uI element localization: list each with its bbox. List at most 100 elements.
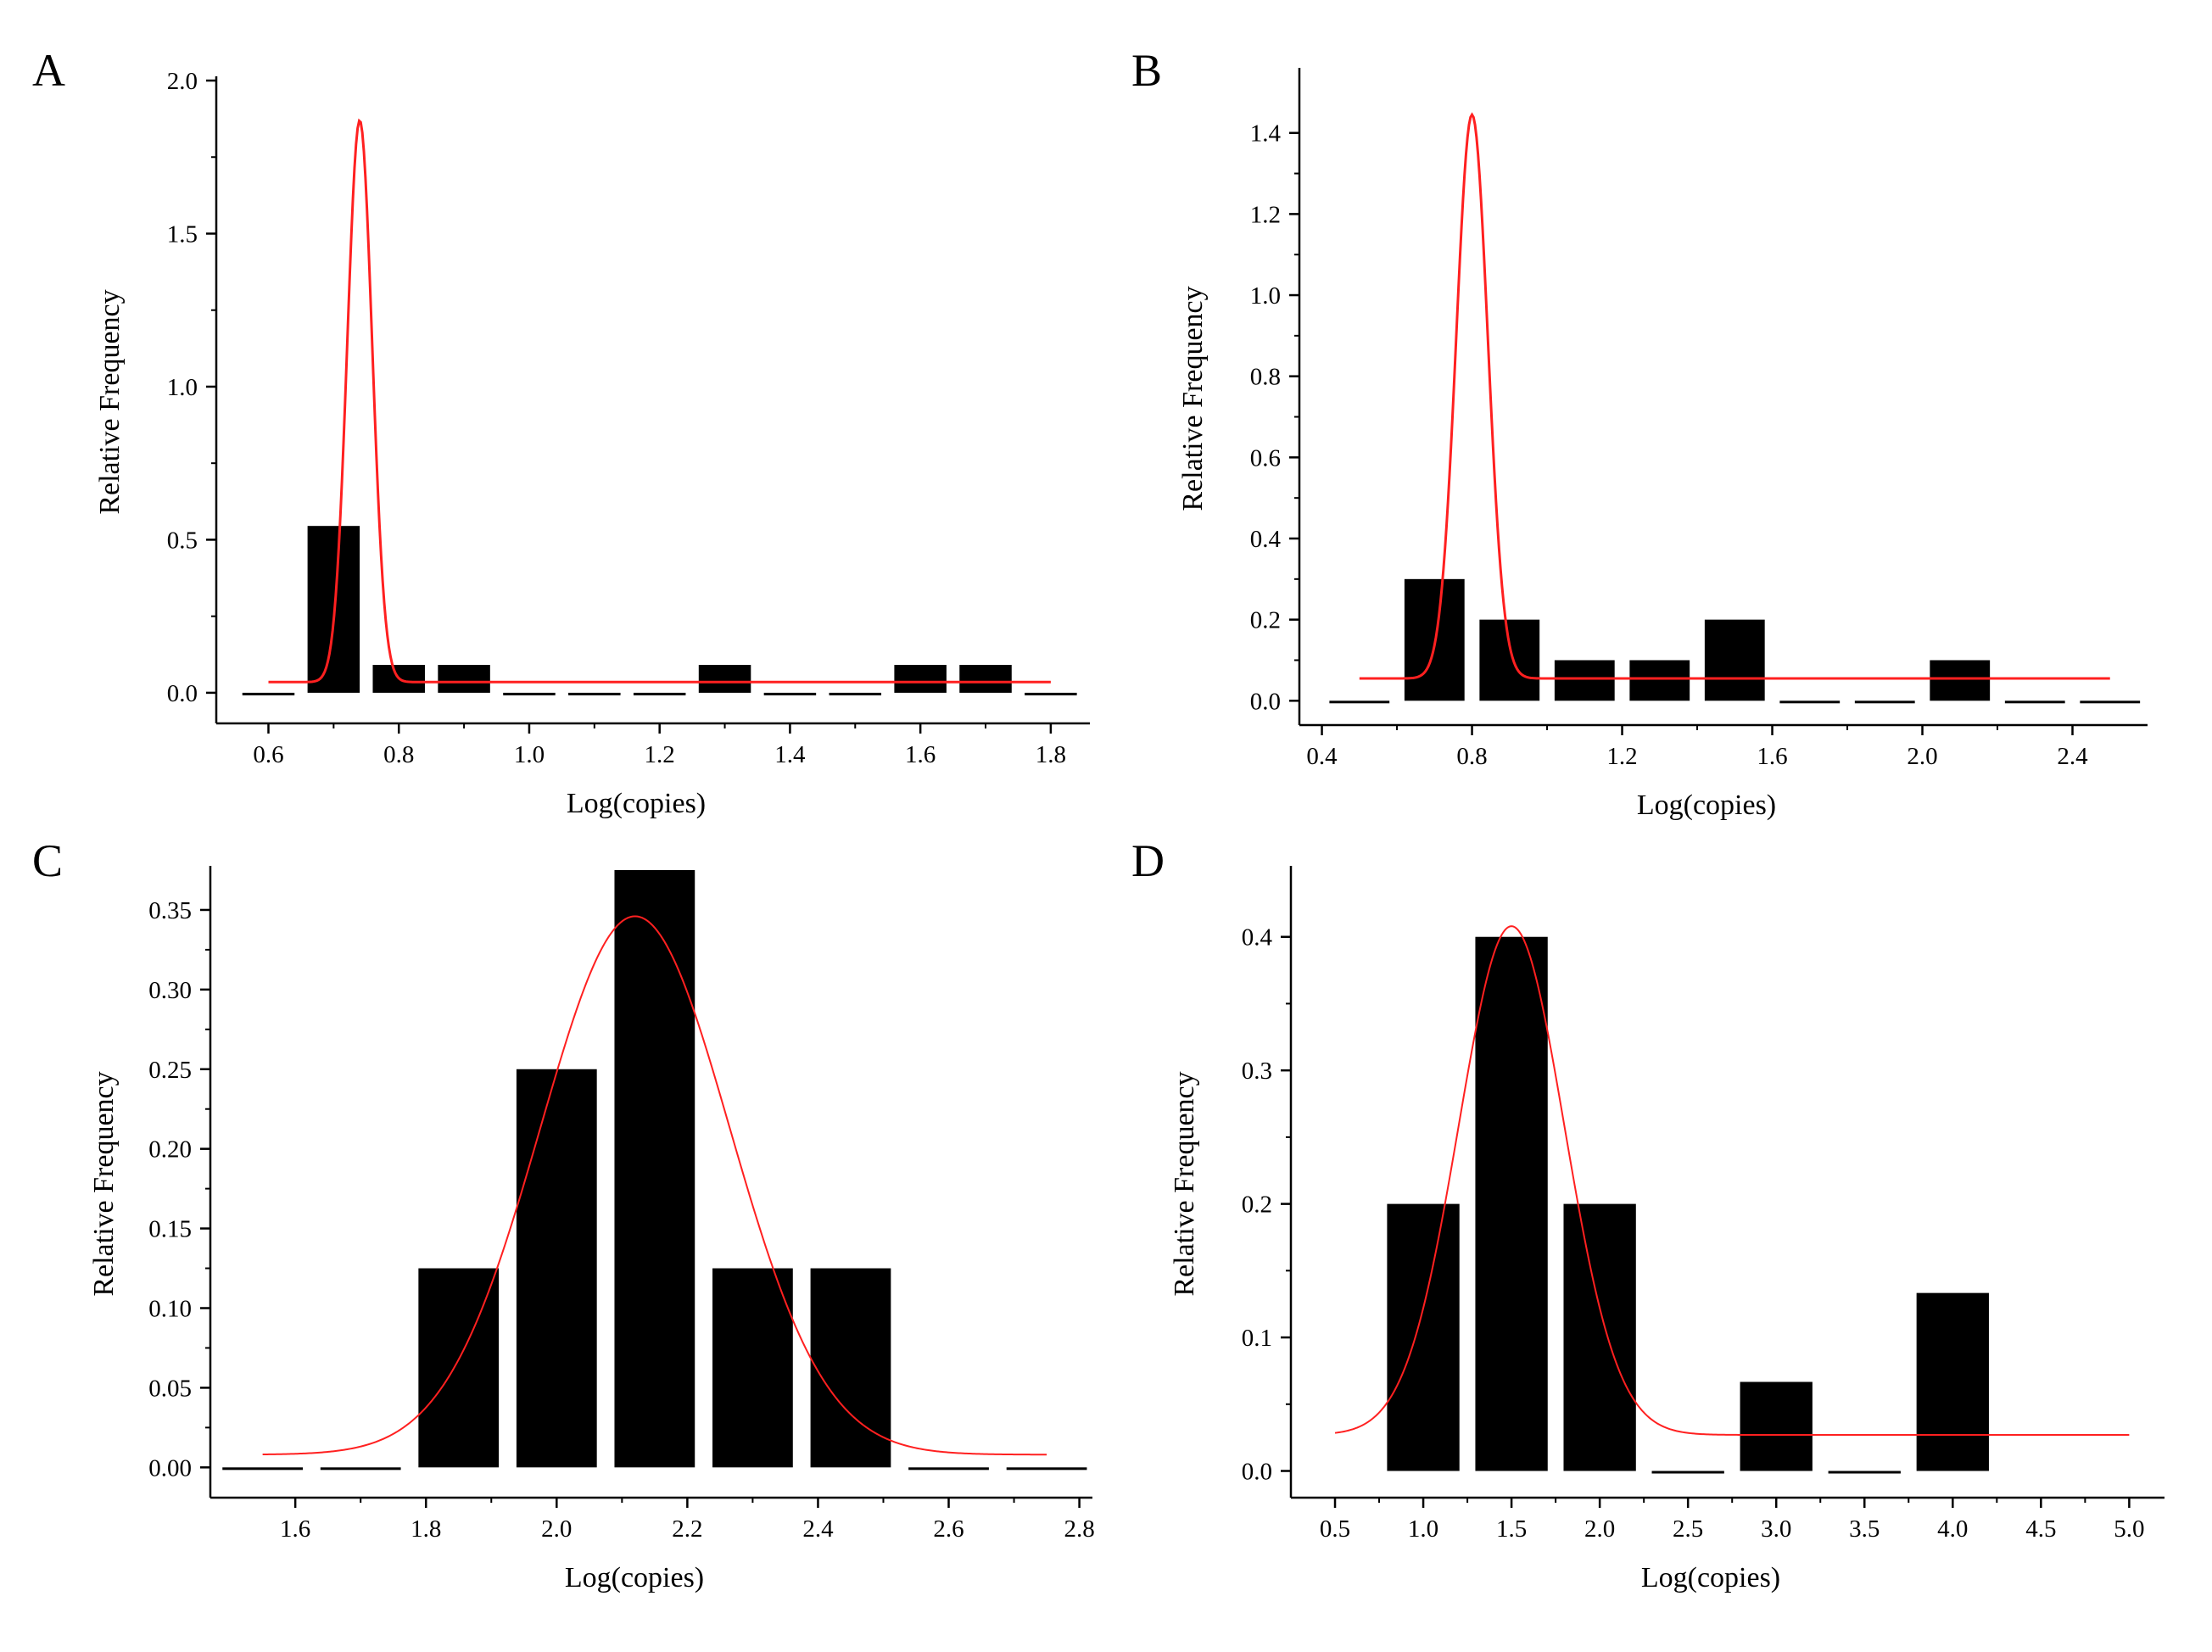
bar — [810, 1268, 891, 1468]
y-tick-label: 0.35 — [148, 897, 192, 924]
bar — [516, 1069, 597, 1468]
y-tick-label: 0.0 — [167, 680, 198, 707]
bar-series — [222, 870, 1087, 1471]
bar — [1329, 700, 1390, 704]
x-tick-label: 2.5 — [1673, 1515, 1703, 1543]
panel-label: A — [32, 45, 65, 96]
y-axis-title: Relative Frequency — [94, 289, 126, 514]
y-tick-label: 0.5 — [167, 527, 198, 554]
x-axis-title: Log(copies) — [567, 788, 706, 819]
bar — [1025, 692, 1077, 695]
bar — [1006, 1467, 1087, 1471]
x-tick-label: 1.8 — [411, 1515, 441, 1543]
chart-panel-d: D 0.5 1.0 1.5 2.0 2.5 3.0 3.5 4.0 4.5 5.0 0.0 0.1 0.… — [1106, 826, 2212, 1652]
bar — [614, 870, 695, 1468]
bar — [1475, 936, 1548, 1471]
y-tick-label: 1.0 — [167, 374, 198, 401]
x-tick-label: 2.4 — [2057, 743, 2088, 770]
bar — [763, 692, 817, 695]
x-tick-label: 2.0 — [1584, 1515, 1615, 1543]
chart-panel-a: A 0.6 0.8 1.0 1.2 1.4 1.6 1.8 0.0 0.5 1.0 1.5 2.0 Lo… — [0, 0, 1106, 826]
y-tick-label: 0.20 — [148, 1136, 192, 1164]
x-tick-label: 0.6 — [253, 741, 283, 768]
chart-a-svg: 0.6 0.8 1.0 1.2 1.4 1.6 1.8 0.0 0.5 1.0 1.5 2.0 Log(… — [94, 68, 1090, 819]
x-tick-label: 2.0 — [1907, 743, 1937, 770]
bar — [633, 692, 686, 695]
bar — [1387, 1203, 1460, 1471]
bar — [1563, 1203, 1636, 1471]
y-axis-title: Relative Frequency — [88, 1071, 120, 1296]
y-tick-label: 1.4 — [1250, 120, 1282, 148]
y-tick-label: 0.2 — [1250, 607, 1281, 634]
bar — [959, 665, 1012, 693]
y-tick-label: 0.15 — [148, 1216, 192, 1243]
y-tick-label: 0.3 — [1242, 1058, 1272, 1085]
x-tick-label: 1.6 — [905, 741, 936, 768]
bar — [1651, 1471, 1724, 1474]
x-tick-label: 1.6 — [1757, 743, 1787, 770]
y-tick-label: 1.2 — [1250, 201, 1281, 228]
bar — [1704, 619, 1765, 701]
x-tick-label: 3.0 — [1761, 1515, 1791, 1543]
x-tick-label: 1.0 — [514, 741, 545, 768]
gaussian-fit-line — [268, 118, 1051, 684]
y-tick-label: 0.0 — [1250, 688, 1281, 715]
y-tick-label: 1.0 — [1250, 282, 1281, 310]
x-tick-label: 3.5 — [1849, 1515, 1880, 1543]
x-axis-title: Log(copies) — [1637, 790, 1776, 821]
bar — [1779, 700, 1841, 704]
bar — [1554, 660, 1615, 701]
x-tick-label: 0.5 — [1320, 1515, 1350, 1543]
chart-c-svg: 1.6 1.8 2.0 2.2 2.4 2.6 2.8 0.00 0.05 0.10 0.15 0.2… — [88, 866, 1095, 1593]
x-tick-label: 2.8 — [1064, 1515, 1094, 1543]
y-tick-label: 0.6 — [1250, 444, 1281, 472]
x-tick-label: 1.2 — [1606, 743, 1637, 770]
bar — [503, 692, 556, 695]
bar — [1479, 619, 1540, 701]
x-tick-label: 0.8 — [383, 741, 414, 768]
y-tick-label: 2.0 — [167, 68, 198, 95]
x-tick-label: 1.5 — [1496, 1515, 1527, 1543]
x-tick-label: 1.4 — [774, 741, 806, 768]
bar-series — [1329, 578, 2141, 704]
gaussian-fit-line — [262, 915, 1047, 1456]
y-tick-label: 0.10 — [148, 1295, 192, 1322]
bar — [438, 665, 490, 693]
bar — [712, 1268, 793, 1468]
bar — [908, 1467, 989, 1471]
y-axis-title: Relative Frequency — [1169, 1071, 1200, 1296]
panel-label: B — [1131, 45, 1163, 96]
bar — [894, 665, 947, 693]
y-axis-title: Relative Frequency — [1177, 286, 1209, 511]
x-tick-label: 2.6 — [933, 1515, 964, 1543]
bar — [568, 692, 621, 695]
y-tick-label: 0.00 — [148, 1454, 192, 1482]
x-tick-label: 4.0 — [1937, 1515, 1968, 1543]
x-tick-label: 1.6 — [280, 1515, 310, 1543]
x-tick-label: 1.0 — [1408, 1515, 1438, 1543]
chart-panel-b: B 0.4 0.8 1.2 1.6 2.0 2.4 0.0 0.2 0.4 0.6 0.8 1.0 1.… — [1106, 0, 2212, 826]
x-tick-label: 2.4 — [802, 1515, 834, 1543]
y-tick-label: 0.30 — [148, 977, 192, 1004]
x-axis-title: Log(copies) — [565, 1562, 704, 1593]
x-tick-label: 2.2 — [672, 1515, 702, 1543]
bar-series — [1387, 936, 1989, 1474]
y-tick-label: 0.05 — [148, 1375, 192, 1402]
bar — [2080, 700, 2141, 704]
panel-label: D — [1131, 835, 1165, 886]
y-tick-label: 0.25 — [148, 1057, 192, 1084]
y-tick-label: 0.1 — [1242, 1325, 1272, 1352]
chart-d-svg: 0.5 1.0 1.5 2.0 2.5 3.0 3.5 4.0 4.5 5.0 0.0 0.1 0.2 0… — [1169, 866, 2165, 1593]
x-tick-label: 4.5 — [2025, 1515, 2056, 1543]
x-tick-label: 5.0 — [2114, 1515, 2144, 1543]
y-tick-label: 0.8 — [1250, 364, 1281, 391]
bar — [1854, 700, 1915, 704]
y-tick-label: 1.5 — [167, 220, 198, 248]
bar — [829, 692, 882, 695]
bar — [222, 1467, 304, 1471]
x-tick-label: 1.8 — [1036, 741, 1066, 768]
bar — [1916, 1292, 1989, 1471]
gaussian-fit-line — [1334, 925, 2130, 1436]
panel-label: C — [32, 835, 64, 886]
chart-b-svg: 0.4 0.8 1.2 1.6 2.0 2.4 0.0 0.2 0.4 0.6 0.8 1.0 1.2 1… — [1177, 68, 2148, 821]
